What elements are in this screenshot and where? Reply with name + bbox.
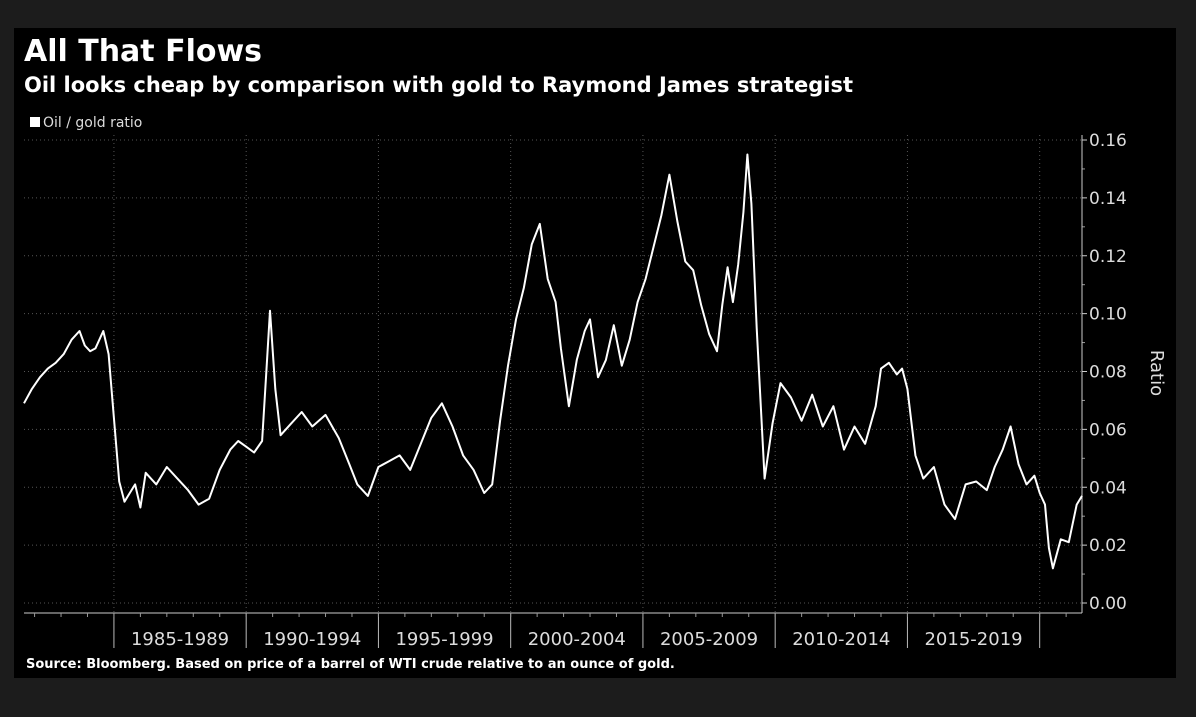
y-tick-label: 0.12	[1089, 247, 1127, 267]
chart-subtitle: Oil looks cheap by comparison with gold …	[24, 73, 853, 97]
legend-entry: Oil / gold ratio	[43, 115, 143, 131]
y-tick-label: 0.04	[1089, 478, 1127, 498]
legend-swatch	[30, 117, 40, 127]
x-tick-label: 1995-1999	[395, 629, 493, 650]
y-axis-label: Ratio	[1146, 350, 1167, 396]
series-line-oil-gold-ratio	[23, 153, 1083, 570]
chart-legend: Oil / gold ratio	[30, 114, 142, 132]
x-tick-label: 2005-2009	[660, 629, 758, 650]
x-tick-label: 2010-2014	[792, 629, 890, 650]
y-tick-label: 0.06	[1089, 420, 1127, 440]
line-chart: 1985-1989 1990-1994 1995-1999 2000-2004 2005…	[23, 131, 1167, 650]
x-tick-label: 1985-1989	[131, 629, 229, 650]
x-axis: 1985-1989 1990-1994 1995-1999 2000-2004 2005…	[24, 612, 1082, 650]
y-tick-label: 0.02	[1089, 536, 1127, 556]
source-note: Source: Bloomberg. Based on price of a b…	[26, 657, 675, 672]
y-tick-label: 0.14	[1089, 189, 1127, 209]
chart-title: All That Flows	[24, 34, 263, 69]
y-tick-label: 0.10	[1089, 305, 1127, 325]
x-tick-label: 2015-2019	[924, 629, 1022, 650]
y-tick-label: 0.16	[1089, 131, 1127, 151]
x-tick-label: 1990-1994	[263, 629, 361, 650]
y-tick-label: 0.08	[1089, 363, 1127, 383]
y-axis: 0.00 0.02 0.04 0.06 0.08 0.10 0.12 0.14 0.16	[1081, 131, 1127, 614]
gridlines	[24, 135, 1082, 613]
chart-frame: All That Flows Oil looks cheap by compar…	[14, 28, 1176, 678]
y-tick-label: 0.00	[1089, 594, 1127, 614]
x-tick-label: 2000-2004	[528, 629, 626, 650]
